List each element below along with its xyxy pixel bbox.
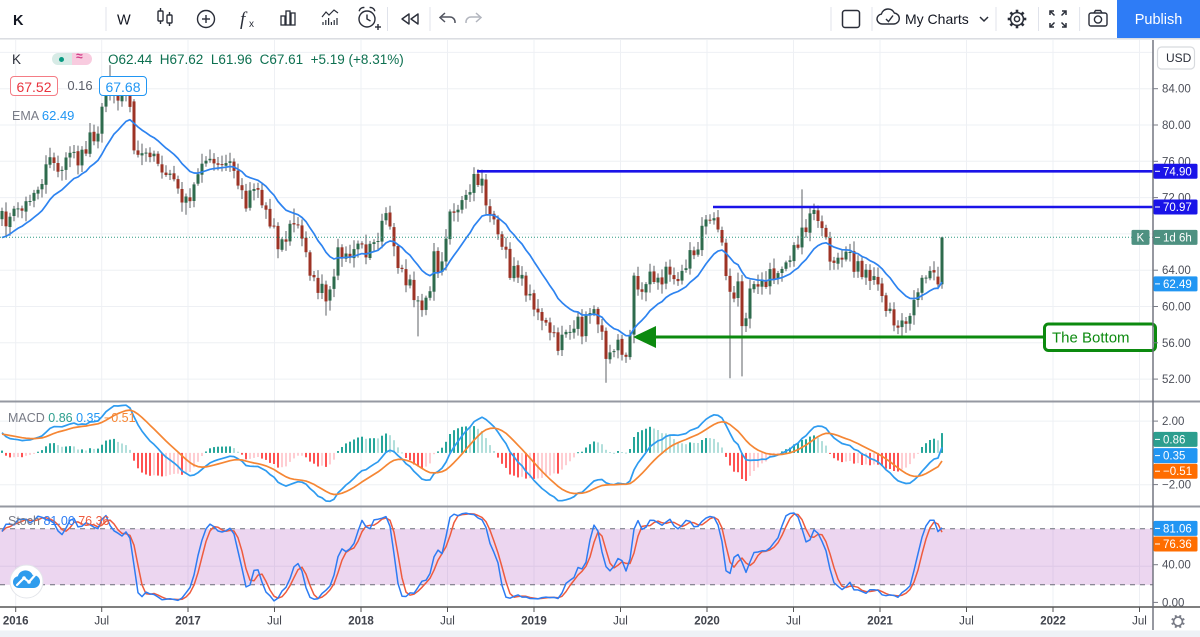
svg-text:62.49: 62.49 bbox=[1163, 279, 1192, 291]
svg-text:64.00: 64.00 bbox=[1162, 265, 1191, 277]
svg-text:USD: USD bbox=[1166, 51, 1192, 65]
svg-text:0.86: 0.86 bbox=[1163, 434, 1185, 446]
svg-text:56.00: 56.00 bbox=[1162, 338, 1191, 350]
svg-text:40.00: 40.00 bbox=[1162, 560, 1191, 572]
svg-text:My Charts: My Charts bbox=[905, 11, 969, 27]
svg-text:x: x bbox=[249, 19, 254, 30]
svg-text:60.00: 60.00 bbox=[1162, 302, 1191, 314]
svg-text:0.00: 0.00 bbox=[1162, 597, 1184, 609]
svg-text:52.00: 52.00 bbox=[1162, 374, 1191, 386]
svg-text:2.00: 2.00 bbox=[1162, 416, 1184, 428]
svg-text:2017: 2017 bbox=[175, 616, 201, 628]
svg-text:0.35: 0.35 bbox=[1163, 451, 1185, 463]
svg-text:2020: 2020 bbox=[694, 616, 720, 628]
svg-text:Jul: Jul bbox=[786, 616, 801, 628]
svg-text:−0.51: −0.51 bbox=[1163, 466, 1192, 478]
svg-text:2019: 2019 bbox=[521, 616, 547, 628]
svg-text:2018: 2018 bbox=[348, 616, 374, 628]
svg-text:Jul: Jul bbox=[613, 616, 628, 628]
svg-text:The Bottom: The Bottom bbox=[1052, 330, 1130, 347]
svg-text:2022: 2022 bbox=[1040, 616, 1066, 628]
svg-text:84.00: 84.00 bbox=[1162, 84, 1191, 96]
svg-text:76.36: 76.36 bbox=[1163, 539, 1192, 551]
svg-text:70.97: 70.97 bbox=[1163, 202, 1192, 214]
svg-text:f: f bbox=[240, 9, 248, 30]
svg-text:W: W bbox=[117, 13, 131, 29]
svg-text:Jul: Jul bbox=[1132, 616, 1147, 628]
svg-text:Jul: Jul bbox=[94, 616, 109, 628]
svg-text:80.00: 80.00 bbox=[1162, 120, 1191, 132]
svg-text:1d 6h: 1d 6h bbox=[1163, 232, 1192, 244]
svg-text:74.90: 74.90 bbox=[1163, 166, 1192, 178]
svg-text:K: K bbox=[13, 13, 24, 29]
svg-text:Publish: Publish bbox=[1135, 12, 1183, 28]
svg-text:81.06: 81.06 bbox=[1163, 523, 1192, 535]
svg-text:2016: 2016 bbox=[3, 616, 29, 628]
svg-text:Jul: Jul bbox=[440, 616, 455, 628]
svg-text:Jul: Jul bbox=[959, 616, 974, 628]
svg-text:K: K bbox=[1137, 232, 1145, 244]
svg-text:Jul: Jul bbox=[267, 616, 282, 628]
svg-text:2021: 2021 bbox=[867, 616, 893, 628]
svg-text:−2.00: −2.00 bbox=[1162, 480, 1191, 492]
